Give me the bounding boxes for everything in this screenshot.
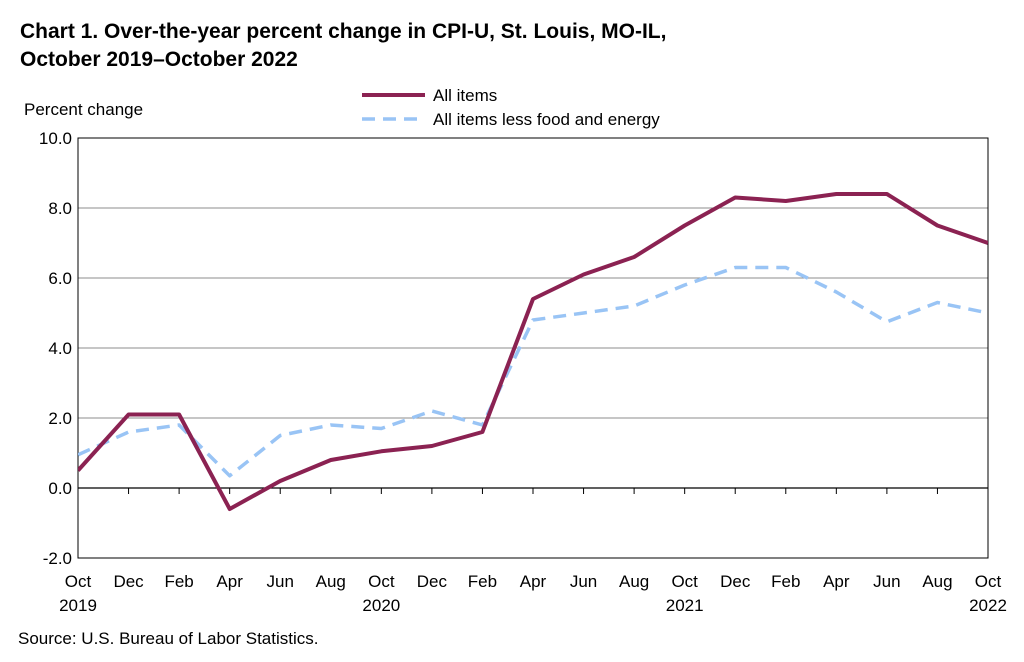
grid-lines <box>78 207 988 419</box>
x-tick-label: Aug <box>619 572 649 591</box>
y-tick-label: 4.0 <box>48 339 72 358</box>
x-tick-label: Aug <box>316 572 346 591</box>
x-tick-label: Feb <box>771 572 800 591</box>
y-axis-label: Percent change <box>24 100 144 119</box>
plot-frame <box>77 137 989 559</box>
x-tick-label: Jun <box>267 572 294 591</box>
x-tick-label: Dec <box>720 572 751 591</box>
x-tick-label: Dec <box>417 572 448 591</box>
x-tick-label: Dec <box>113 572 144 591</box>
x-tick-label: Oct <box>671 572 698 591</box>
legend-label: All items <box>433 86 497 105</box>
axes: -2.0 0.0 2.0 4.0 6.0 8.0 10.0 Oct 2019 Dec Feb Apr J… <box>39 129 1007 615</box>
y-tick-label: 10.0 <box>39 129 72 148</box>
source-note: Source: U.S. Bureau of Labor Statistics. <box>18 629 319 648</box>
series-line-core <box>78 265 988 478</box>
legend: All items All items less food and energy <box>362 86 660 129</box>
x-tick-label: Feb <box>164 572 193 591</box>
y-tick-label: 2.0 <box>48 409 72 428</box>
x-tick-label: Feb <box>468 572 497 591</box>
y-tick-label: 6.0 <box>48 269 72 288</box>
y-tick-label: 0.0 <box>48 479 72 498</box>
x-year-label: 2020 <box>362 596 400 615</box>
chart-title: Chart 1. Over-the-year percent change in… <box>20 18 666 74</box>
legend-label: All items less food and energy <box>433 110 660 129</box>
x-year-label: 2019 <box>59 596 97 615</box>
series-lines <box>78 192 988 511</box>
x-tick-label: Jun <box>873 572 900 591</box>
x-year-label: 2021 <box>666 596 704 615</box>
x-tick-label: Oct <box>368 572 395 591</box>
series-line-all-items <box>78 192 988 511</box>
x-tick-label: Apr <box>520 572 547 591</box>
x-tick-label: Apr <box>216 572 243 591</box>
x-year-label: 2022 <box>969 596 1007 615</box>
x-tick-label: Apr <box>823 572 850 591</box>
x-tick-label: Jun <box>570 572 597 591</box>
y-tick-label: -2.0 <box>43 549 72 568</box>
chart-title-line-2: October 2019–October 2022 <box>20 48 298 71</box>
x-tick-label: Aug <box>922 572 952 591</box>
chart-title-line-1: Chart 1. Over-the-year percent change in… <box>20 20 667 43</box>
y-tick-label: 8.0 <box>48 199 72 218</box>
x-tick-label: Oct <box>975 572 1002 591</box>
x-tick-label: Oct <box>65 572 92 591</box>
